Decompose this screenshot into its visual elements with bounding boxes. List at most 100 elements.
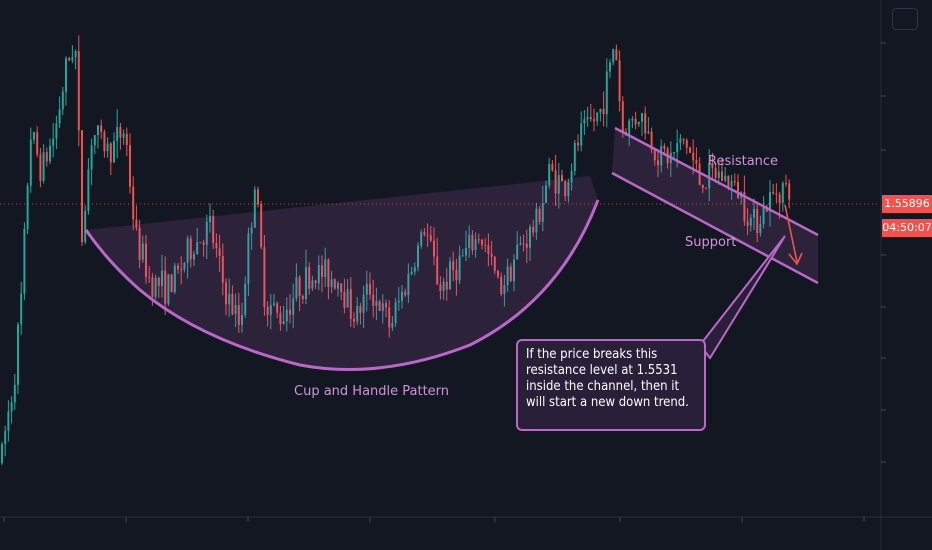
- candle-body: [285, 309, 288, 322]
- candle-body: [781, 183, 784, 203]
- candle-body: [730, 181, 733, 187]
- candle-body: [673, 152, 675, 154]
- candle-body: [615, 49, 618, 61]
- current-price-badge: 1.55896: [882, 195, 932, 213]
- candle-body: [503, 285, 506, 295]
- candle-body: [49, 145, 51, 162]
- candle-body: [212, 215, 215, 244]
- candle-body: [529, 226, 531, 248]
- candle-body: [535, 208, 538, 233]
- candle-body: [340, 283, 343, 293]
- price-axis-ticks: [881, 42, 886, 463]
- candle-body: [215, 243, 218, 249]
- candle-body: [100, 125, 103, 132]
- candle-body: [225, 282, 227, 305]
- candle-body: [695, 160, 698, 164]
- candle-body: [164, 270, 167, 304]
- candle-body: [452, 261, 455, 270]
- candle-body: [599, 108, 602, 113]
- candle-body: [58, 109, 61, 124]
- candle-body: [23, 229, 26, 294]
- candle-body: [218, 248, 221, 257]
- candle-body: [253, 189, 256, 228]
- candle-body: [154, 277, 157, 297]
- candle-body: [125, 133, 128, 146]
- candle-body: [711, 163, 714, 168]
- candle-body: [346, 289, 349, 308]
- candle-body: [541, 203, 544, 222]
- candle-body: [548, 163, 551, 186]
- candle-body: [753, 209, 755, 218]
- candle-body: [29, 139, 32, 186]
- candle-body: [167, 274, 170, 304]
- candle-body: [593, 119, 595, 122]
- candle-body: [333, 279, 336, 289]
- candle-body: [612, 49, 615, 63]
- candle-body: [583, 119, 586, 124]
- candle-body: [202, 242, 205, 245]
- candle-body: [586, 116, 589, 120]
- candle-body: [327, 259, 330, 288]
- candle-body: [170, 274, 173, 293]
- candle-body: [465, 247, 467, 256]
- candle-body: [628, 120, 631, 136]
- candle-body: [237, 305, 240, 325]
- candle-body: [493, 256, 496, 271]
- resistance-line: [614, 126, 819, 237]
- cup-curve: [84, 199, 600, 371]
- candle-body: [308, 267, 311, 289]
- candle-body: [196, 242, 199, 254]
- candle-body: [458, 255, 461, 281]
- candle-body: [769, 191, 771, 212]
- candle-body: [778, 194, 781, 203]
- candle-body: [749, 217, 752, 226]
- candle-body: [45, 152, 48, 162]
- candle-body: [305, 267, 307, 300]
- candle-body: [1, 444, 3, 464]
- candle-body: [410, 271, 413, 274]
- candle-countdown-badge: 04:50:07: [882, 219, 932, 237]
- candle-body: [682, 138, 685, 141]
- candle-body: [525, 243, 528, 248]
- candle-body: [388, 307, 391, 328]
- candle-body: [257, 189, 259, 205]
- candle-body: [260, 204, 263, 248]
- candle-body: [423, 232, 426, 235]
- candle-body: [490, 253, 493, 257]
- candle-body: [276, 303, 279, 313]
- candle-body: [68, 58, 71, 61]
- candle-body: [26, 185, 29, 230]
- candle-body: [417, 245, 419, 268]
- candle-body: [173, 265, 176, 293]
- candle-body: [653, 149, 656, 161]
- candle-body: [567, 182, 570, 197]
- candle-body: [231, 293, 234, 315]
- candle-body: [241, 314, 243, 325]
- chart-settings-button[interactable]: [892, 8, 918, 30]
- candle-body: [602, 108, 605, 115]
- candle-body: [436, 256, 439, 285]
- channel-shading: [612, 128, 818, 283]
- candle-body: [234, 305, 237, 315]
- candle-body: [13, 384, 16, 403]
- candle-body: [545, 185, 547, 204]
- candle-body: [577, 142, 579, 146]
- candle-body: [177, 265, 179, 270]
- callout-pointer: [698, 235, 786, 360]
- candle-body: [193, 253, 195, 260]
- candle-body: [500, 276, 503, 295]
- candle-body: [273, 303, 275, 305]
- candle-body: [657, 160, 659, 166]
- candle-body: [506, 266, 509, 286]
- candle-body: [385, 303, 387, 308]
- candle-body: [685, 140, 688, 148]
- candle-body: [522, 243, 525, 245]
- candle-body: [129, 145, 131, 187]
- candle-body: [461, 255, 464, 257]
- candle-body: [17, 324, 19, 385]
- candle-body: [132, 186, 135, 220]
- candle-body: [407, 273, 410, 296]
- candle-body: [785, 183, 787, 185]
- candle-body: [36, 132, 39, 155]
